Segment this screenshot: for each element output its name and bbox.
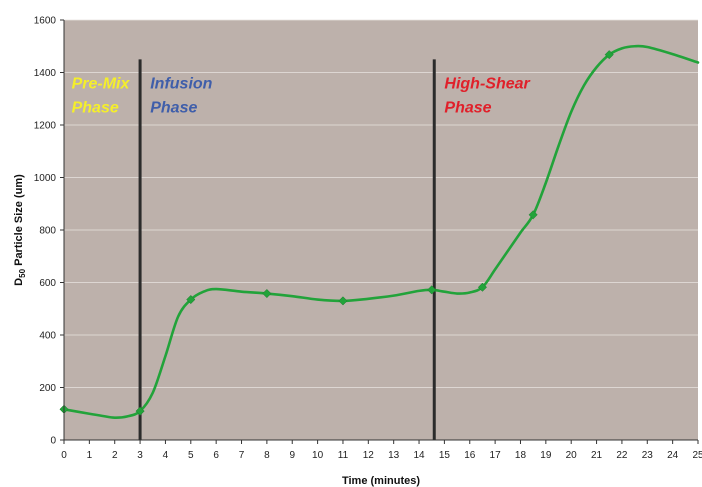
x-tick-label-25: 25: [692, 450, 702, 461]
x-tick-label-21: 21: [591, 450, 603, 461]
x-tick-label-7: 7: [239, 450, 245, 461]
x-tick-label-11: 11: [338, 450, 349, 461]
y-tick-label-2: 400: [39, 331, 56, 342]
x-tick-label-22: 22: [616, 450, 628, 461]
x-tick-label-9: 9: [289, 450, 295, 461]
y-axis-title: D50 Particle Size (um): [13, 174, 27, 286]
series-line-0: [62, 44, 700, 420]
data-point-6: [477, 282, 487, 292]
phase-lines: [138, 59, 436, 440]
phase-label-1: Infusion Phase: [150, 75, 212, 116]
y-tick-label-7: 1400: [34, 68, 57, 79]
data-point-5: [427, 285, 437, 295]
x-tick-label-2: 2: [112, 450, 118, 461]
data-point-7: [528, 210, 538, 220]
x-tick-label-0: 0: [61, 450, 67, 461]
x-tick-label-3: 3: [137, 450, 143, 461]
x-tick-label-10: 10: [312, 450, 324, 461]
phase-label-2-line-0: High-Shear: [444, 75, 530, 92]
x-tick-label-16: 16: [464, 450, 476, 461]
series-lines: [62, 44, 700, 420]
x-tick-label-5: 5: [188, 450, 194, 461]
y-tick-label-8: 1600: [34, 16, 57, 27]
phase-annotations: Pre-Mix Phase Infusion Phase High-Shear Phase: [72, 75, 531, 116]
series-markers: [59, 50, 614, 416]
y-axis-title-main: D: [13, 278, 25, 286]
data-point-2: [186, 295, 196, 305]
phase-label-0: Pre-Mix Phase: [72, 75, 131, 116]
data-point-1: [135, 406, 145, 416]
x-tick-label-23: 23: [642, 450, 654, 461]
x-tick-label-14: 14: [413, 450, 425, 461]
x-tick-label-24: 24: [667, 450, 679, 461]
phase-label-1-line-0: Infusion: [150, 75, 212, 92]
x-tick-label-20: 20: [566, 450, 578, 461]
phase-label-2-line-1: Phase: [444, 99, 491, 116]
y-axis-title-rest: Particle Size (um): [13, 174, 25, 269]
x-axis-title: Time (minutes): [342, 475, 420, 487]
y-axis-title-subscript: 50: [18, 268, 27, 277]
x-tick-label-13: 13: [388, 450, 400, 461]
x-tick-label-17: 17: [490, 450, 502, 461]
y-tick-label-5: 1000: [34, 173, 57, 184]
y-tick-label-4: 800: [39, 226, 56, 237]
data-point-4: [338, 296, 348, 306]
x-tick-label-19: 19: [540, 450, 552, 461]
x-tick-label-8: 8: [264, 450, 270, 461]
y-tick-label-3: 600: [39, 278, 56, 289]
x-tick-label-12: 12: [363, 450, 375, 461]
x-tick-label-15: 15: [439, 450, 451, 461]
x-tick-label-4: 4: [163, 450, 169, 461]
phase-label-2: High-Shear Phase: [444, 75, 530, 116]
y-tick-label-1: 200: [39, 383, 56, 394]
phase-label-0-line-1: Phase: [72, 99, 119, 116]
y-tick-label-0: 0: [50, 436, 56, 447]
x-tick-label-6: 6: [213, 450, 219, 461]
phase-label-0-line-0: Pre-Mix: [72, 75, 131, 92]
data-point-8: [604, 50, 614, 60]
x-tick-label-1: 1: [87, 450, 93, 461]
phase-label-1-line-1: Phase: [150, 99, 197, 116]
y-tick-label-6: 1200: [34, 121, 57, 132]
x-tick-label-18: 18: [515, 450, 527, 461]
data-point-3: [262, 288, 272, 299]
